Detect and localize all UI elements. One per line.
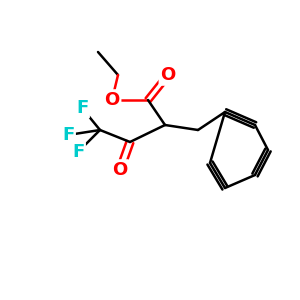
Text: O: O <box>104 91 120 109</box>
Text: F: F <box>76 99 88 117</box>
Text: F: F <box>72 143 84 161</box>
Text: F: F <box>62 126 74 144</box>
Text: O: O <box>160 66 175 84</box>
Text: O: O <box>112 161 128 179</box>
